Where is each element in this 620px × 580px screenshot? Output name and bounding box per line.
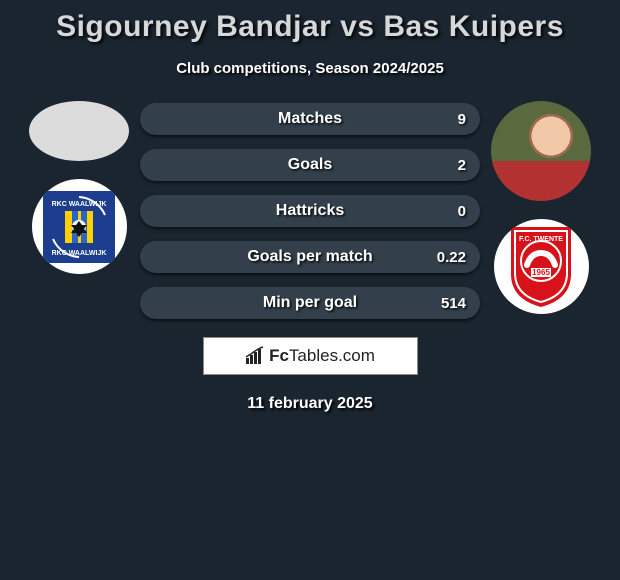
stat-label: Matches bbox=[278, 110, 342, 128]
main-row: RKC WAALWIJK RKC WAALWIJK Matches 9 bbox=[0, 99, 620, 319]
stat-row-goals: Goals 2 bbox=[140, 149, 480, 181]
stat-label: Hattricks bbox=[276, 202, 344, 220]
date-label: 11 february 2025 bbox=[0, 395, 620, 413]
player-right-column: 1965 F.C. TWENTE bbox=[486, 99, 596, 314]
svg-text:RKC WAALWIJK: RKC WAALWIJK bbox=[52, 201, 107, 208]
stats-column: Matches 9 Goals 2 Hattricks 0 Goals per … bbox=[140, 99, 480, 319]
branding-text: FcTables.com bbox=[269, 346, 375, 366]
chart-icon bbox=[245, 346, 265, 366]
comparison-card: Sigourney Bandjar vs Bas Kuipers Club co… bbox=[0, 0, 620, 433]
stat-row-hattricks: Hattricks 0 bbox=[140, 195, 480, 227]
stat-right-value: 0 bbox=[458, 203, 466, 220]
player-right-avatar bbox=[491, 101, 591, 201]
stat-label: Goals per match bbox=[247, 248, 372, 266]
stat-right-value: 0.22 bbox=[437, 249, 466, 266]
stat-row-min-per-goal: Min per goal 514 bbox=[140, 287, 480, 319]
club-left-logo: RKC WAALWIJK RKC WAALWIJK bbox=[32, 179, 127, 274]
rkc-logo-icon: RKC WAALWIJK RKC WAALWIJK bbox=[43, 191, 115, 263]
club-right-logo: 1965 F.C. TWENTE bbox=[494, 219, 589, 314]
svg-text:F.C. TWENTE: F.C. TWENTE bbox=[519, 236, 563, 243]
stat-row-matches: Matches 9 bbox=[140, 103, 480, 135]
branding-box[interactable]: FcTables.com bbox=[203, 337, 418, 375]
player-left-column: RKC WAALWIJK RKC WAALWIJK bbox=[24, 99, 134, 274]
stat-right-value: 514 bbox=[441, 295, 466, 312]
stat-right-value: 2 bbox=[458, 157, 466, 174]
page-title: Sigourney Bandjar vs Bas Kuipers bbox=[0, 10, 620, 44]
svg-text:1965: 1965 bbox=[532, 268, 550, 277]
stat-right-value: 9 bbox=[458, 111, 466, 128]
subtitle: Club competitions, Season 2024/2025 bbox=[0, 60, 620, 77]
stat-label: Min per goal bbox=[263, 294, 357, 312]
svg-text:RKC WAALWIJK: RKC WAALWIJK bbox=[52, 250, 107, 257]
twente-logo-icon: 1965 F.C. TWENTE bbox=[501, 219, 581, 314]
stat-row-goals-per-match: Goals per match 0.22 bbox=[140, 241, 480, 273]
stat-label: Goals bbox=[288, 156, 332, 174]
player-left-avatar bbox=[29, 101, 129, 161]
